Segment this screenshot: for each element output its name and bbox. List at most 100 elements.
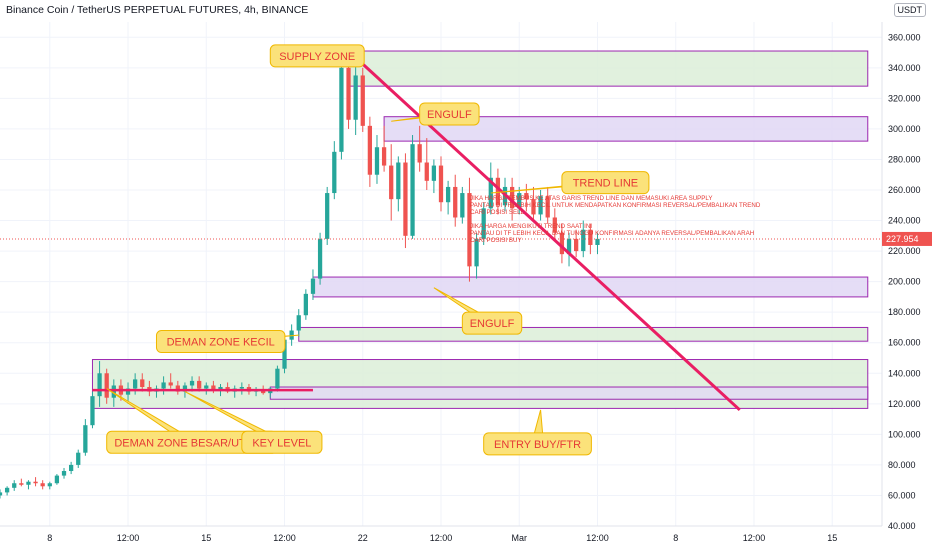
last-price-tag	[882, 231, 932, 246]
y-tick-label: 80.000	[888, 460, 916, 470]
analysis-note: CARI POSISI SELL	[470, 209, 525, 216]
callout-label: TREND LINE	[573, 178, 638, 190]
engulf-zone-lower	[312, 276, 869, 298]
candle-body	[581, 229, 586, 252]
candle-body	[40, 483, 45, 487]
candle-body	[47, 483, 52, 487]
candle-body	[410, 144, 415, 236]
candle-body	[289, 330, 294, 340]
analysis-note: PANTAU DI TF LEBIH KECIL DAN TUNGGU KONF…	[470, 230, 754, 237]
callout-box	[155, 330, 286, 354]
candle-body	[111, 385, 116, 398]
candle-body	[125, 388, 131, 395]
candle-body	[495, 177, 501, 206]
analysis-note: PANTAU DI TF LEBIH KECIL UNTUK MENDAPATK…	[470, 202, 761, 209]
y-tick-label: 280.000	[888, 154, 921, 164]
candle-body	[0, 492, 3, 496]
y-tick-label: 340.000	[888, 63, 921, 73]
candle-body	[381, 147, 387, 166]
candle-body	[360, 75, 365, 126]
candle-body	[445, 186, 451, 203]
callout-label: ENGULF	[427, 109, 472, 121]
candle-body	[566, 238, 572, 255]
analysis-note: CARI POSISI BUY	[470, 237, 522, 244]
candle-body	[595, 238, 600, 245]
candle-body	[524, 193, 529, 200]
candle-body	[396, 162, 401, 200]
callout-label: DEMAN ZONE BESAR/UTAMA	[114, 437, 269, 449]
callout-label: DEMAN ZONE KECIL	[167, 337, 275, 349]
candle-body	[417, 144, 422, 163]
candle-body	[467, 193, 472, 267]
y-tick-label: 120.000	[888, 399, 921, 409]
candle-body	[559, 232, 565, 255]
y-tick-label: 40.000	[888, 521, 916, 531]
candle-body	[545, 196, 550, 218]
x-tick-label: Mar	[511, 533, 527, 543]
y-tick-label: 300.000	[888, 124, 921, 134]
candle-body	[509, 186, 515, 209]
callout-box	[561, 171, 650, 195]
candle-body	[453, 186, 458, 218]
candle-body	[325, 193, 330, 239]
x-tick-label: 12:00	[117, 533, 140, 543]
y-tick-label: 140.000	[888, 368, 921, 378]
candle-body	[339, 67, 344, 152]
candle-body	[54, 475, 60, 484]
candle-body	[189, 380, 195, 386]
y-tick-label: 260.000	[888, 185, 921, 195]
y-tick-label: 200.000	[888, 277, 921, 287]
candle-body	[90, 396, 95, 426]
demand-zone-small	[298, 326, 869, 342]
x-tick-label: 12:00	[743, 533, 766, 543]
trend-line	[347, 49, 741, 412]
candle-body	[26, 481, 31, 485]
candle-body	[296, 315, 301, 331]
candle-body	[4, 487, 10, 493]
candle-body	[303, 293, 308, 316]
candle-body	[346, 67, 351, 120]
candle-body	[353, 75, 358, 120]
callout-box	[269, 44, 365, 68]
candle-body	[76, 452, 81, 465]
candle-body	[12, 483, 17, 488]
entry-zone	[269, 386, 869, 400]
x-tick-label: 8	[673, 533, 678, 543]
x-tick-label: 12:00	[430, 533, 453, 543]
candle-body	[517, 193, 522, 209]
analysis-note: JIKA HARGA TEMBUS KE ATAS GARIS TREND LI…	[470, 195, 713, 202]
candle-body	[133, 379, 138, 389]
candle-body	[389, 165, 394, 200]
candle-body	[104, 373, 109, 398]
y-tick-label: 160.000	[888, 338, 921, 348]
candle-body	[474, 238, 479, 267]
candle-body	[552, 217, 557, 233]
y-tick-label: 360.000	[888, 32, 921, 42]
y-tick-label: 240.000	[888, 216, 921, 226]
analysis-notes: JIKA HARGA TEMBUS KE ATAS GARIS TREND LI…	[470, 195, 761, 244]
y-tick-label: 220.000	[888, 246, 921, 256]
candle-body	[317, 238, 323, 279]
candle-body	[374, 147, 380, 175]
candle-body	[175, 385, 180, 392]
callout-box	[483, 432, 592, 456]
chart-title: Binance Coin / TetherUS PERPETUAL FUTURE…	[6, 4, 309, 16]
candle-body	[33, 481, 38, 484]
callout-box	[241, 430, 323, 454]
currency-button[interactable]: USDT	[893, 3, 926, 17]
candle-body	[367, 125, 373, 175]
callout-box	[419, 102, 480, 126]
y-tick-label: 320.000	[888, 93, 921, 103]
candle-body	[61, 471, 67, 476]
candle-body	[97, 373, 102, 397]
candle-body	[403, 162, 408, 236]
y-tick-label: 60.000	[888, 490, 916, 500]
x-tick-label: 15	[201, 533, 211, 543]
callout-box	[461, 311, 523, 335]
candle-body	[19, 483, 24, 485]
candle-body	[574, 238, 579, 252]
candle-body	[140, 379, 145, 388]
x-tick-label: 15	[827, 533, 837, 543]
